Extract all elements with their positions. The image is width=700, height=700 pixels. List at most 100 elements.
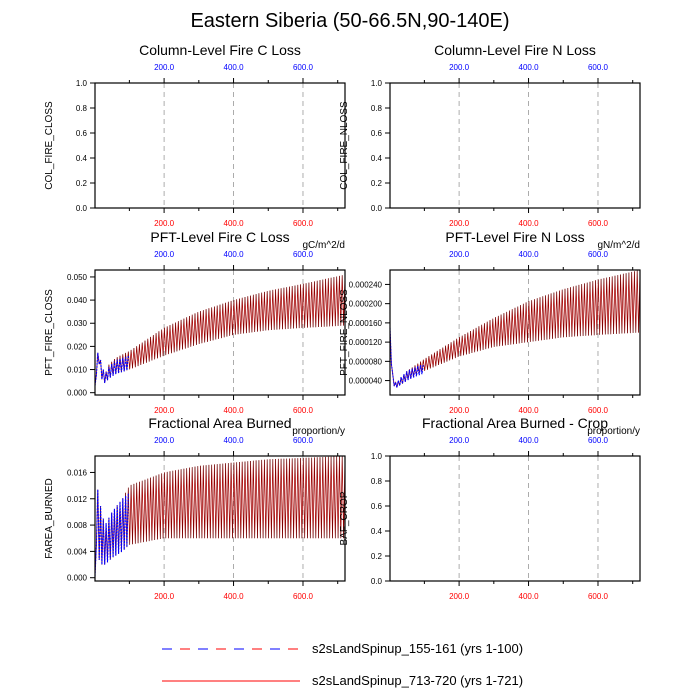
chart-panel-3: PFT-Level Fire N Loss gN/m^2/d 200.0 200.0 4… — [339, 229, 641, 415]
bottom-tick-label: 400.0 — [519, 406, 540, 415]
y-axis-label: FAREA_BURNED — [44, 478, 55, 559]
top-tick-label: 200.0 — [154, 250, 175, 259]
y-tick-label: 0.4 — [76, 154, 88, 163]
plot-frame — [389, 82, 641, 209]
top-tick-label: 400.0 — [224, 63, 245, 72]
top-tick-label: 200.0 — [154, 436, 175, 445]
chart-panel-0: Column-Level Fire C Loss 200.0 200.0 400.0 4… — [44, 42, 346, 228]
bottom-tick-label: 600.0 — [588, 592, 609, 601]
y-axis-label: PFT_FIRE_NLOSS — [339, 289, 350, 376]
top-tick-label: 400.0 — [224, 436, 245, 445]
y-tick-label: 1.0 — [76, 79, 88, 88]
y-tick-label: 0.004 — [67, 547, 88, 556]
chart-panel-5: Fractional Area Burned - Cropproportion/… — [339, 415, 641, 601]
y-tick-label: 0.000080 — [349, 357, 383, 366]
y-tick-label: 0.050 — [67, 273, 88, 282]
y-tick-label: 0.2 — [371, 552, 383, 561]
plot-frame — [94, 82, 346, 209]
top-tick-label: 600.0 — [588, 250, 609, 259]
y-tick-label: 0.8 — [371, 477, 383, 486]
bottom-tick-label: 400.0 — [519, 592, 540, 601]
top-tick-label: 200.0 — [449, 63, 470, 72]
y-tick-label: 0.000 — [67, 574, 88, 583]
top-tick-label: 600.0 — [293, 63, 314, 72]
y-tick-label: 0.4 — [371, 154, 383, 163]
bottom-tick-label: 200.0 — [154, 219, 175, 228]
bottom-tick-label: 600.0 — [588, 219, 609, 228]
y-tick-label: 1.0 — [371, 452, 383, 461]
top-tick-label: 400.0 — [519, 250, 540, 259]
top-tick-label: 600.0 — [293, 250, 314, 259]
y-tick-label: 0.6 — [371, 502, 383, 511]
y-tick-label: 0.2 — [371, 179, 383, 188]
series-line-1 — [94, 352, 129, 386]
y-tick-label: 0.012 — [67, 495, 88, 504]
top-tick-label: 200.0 — [449, 250, 470, 259]
y-tick-label: 1.0 — [371, 79, 383, 88]
top-tick-label: 600.0 — [588, 436, 609, 445]
figure-title: Eastern Siberia (50-66.5N,90-140E) — [190, 10, 510, 32]
bottom-tick-label: 600.0 — [588, 406, 609, 415]
plot-frame — [94, 269, 346, 396]
bottom-tick-label: 200.0 — [449, 219, 470, 228]
y-tick-label: 0.020 — [67, 342, 88, 351]
y-tick-label: 0.0 — [371, 577, 383, 586]
series-line-1 — [389, 327, 424, 388]
series-line-0 — [94, 274, 346, 386]
plot-frame — [389, 269, 641, 396]
chart-panel-2: PFT-Level Fire C Loss gC/m^2/d 200.0 200.0 4… — [44, 229, 346, 415]
bottom-tick-label: 600.0 — [293, 219, 314, 228]
series-line-1 — [94, 489, 129, 577]
y-tick-label: 0.008 — [67, 521, 88, 530]
units-label: gN/m^2/d — [598, 240, 641, 251]
y-tick-label: 0.000 — [67, 389, 88, 398]
panel-title: Column-Level Fire N Loss — [434, 42, 596, 58]
top-tick-label: 400.0 — [519, 436, 540, 445]
top-tick-label: 600.0 — [588, 63, 609, 72]
units-label: proportion/y — [292, 426, 345, 437]
y-tick-label: 0.6 — [371, 129, 383, 138]
y-tick-label: 0.0 — [76, 204, 88, 213]
bottom-tick-label: 400.0 — [224, 219, 245, 228]
bottom-tick-label: 400.0 — [224, 406, 245, 415]
y-tick-label: 0.000240 — [349, 280, 383, 289]
plot-frame — [389, 455, 641, 582]
bottom-tick-label: 600.0 — [293, 406, 314, 415]
y-axis-label: PFT_FIRE_CLOSS — [44, 289, 55, 376]
top-tick-label: 200.0 — [449, 436, 470, 445]
panel-title: Fractional Area Burned — [148, 415, 291, 431]
chart-panel-1: Column-Level Fire N Loss 200.0 200.0 400.0 4… — [339, 42, 641, 228]
top-tick-label: 600.0 — [293, 436, 314, 445]
legend-label: s2sLandSpinup_155-161 (yrs 1-100) — [312, 641, 523, 656]
y-axis-label: COL_FIRE_CLOSS — [44, 101, 55, 190]
y-tick-label: 0.6 — [76, 129, 88, 138]
bottom-tick-label: 200.0 — [154, 592, 175, 601]
top-tick-label: 400.0 — [519, 63, 540, 72]
y-tick-label: 0.000200 — [349, 300, 383, 309]
bottom-tick-label: 400.0 — [224, 592, 245, 601]
y-tick-label: 0.2 — [76, 179, 88, 188]
bottom-tick-label: 200.0 — [449, 592, 470, 601]
series-line-shade-0 — [389, 269, 641, 388]
bottom-tick-label: 200.0 — [449, 406, 470, 415]
panel-title: PFT-Level Fire N Loss — [445, 229, 584, 245]
y-tick-label: 0.8 — [371, 104, 383, 113]
y-axis-label: BAF_CROP — [339, 491, 350, 545]
y-tick-label: 0.030 — [67, 319, 88, 328]
y-tick-label: 0.8 — [76, 104, 88, 113]
series-line-shade-0 — [94, 274, 346, 386]
panel-title: PFT-Level Fire C Loss — [150, 229, 289, 245]
top-tick-label: 400.0 — [224, 250, 245, 259]
y-tick-label: 0.010 — [67, 366, 88, 375]
y-tick-label: 0.040 — [67, 296, 88, 305]
y-tick-label: 0.016 — [67, 468, 88, 477]
bottom-tick-label: 400.0 — [519, 219, 540, 228]
panel-title: Fractional Area Burned - Crop — [422, 415, 608, 431]
top-tick-label: 200.0 — [154, 63, 175, 72]
panel-title: Column-Level Fire C Loss — [139, 42, 301, 58]
y-tick-label: 0.4 — [371, 527, 383, 536]
legend-label: s2sLandSpinup_713-720 (yrs 1-721) — [312, 673, 523, 688]
y-axis-label: COL_FIRE_NLOSS — [339, 101, 350, 190]
